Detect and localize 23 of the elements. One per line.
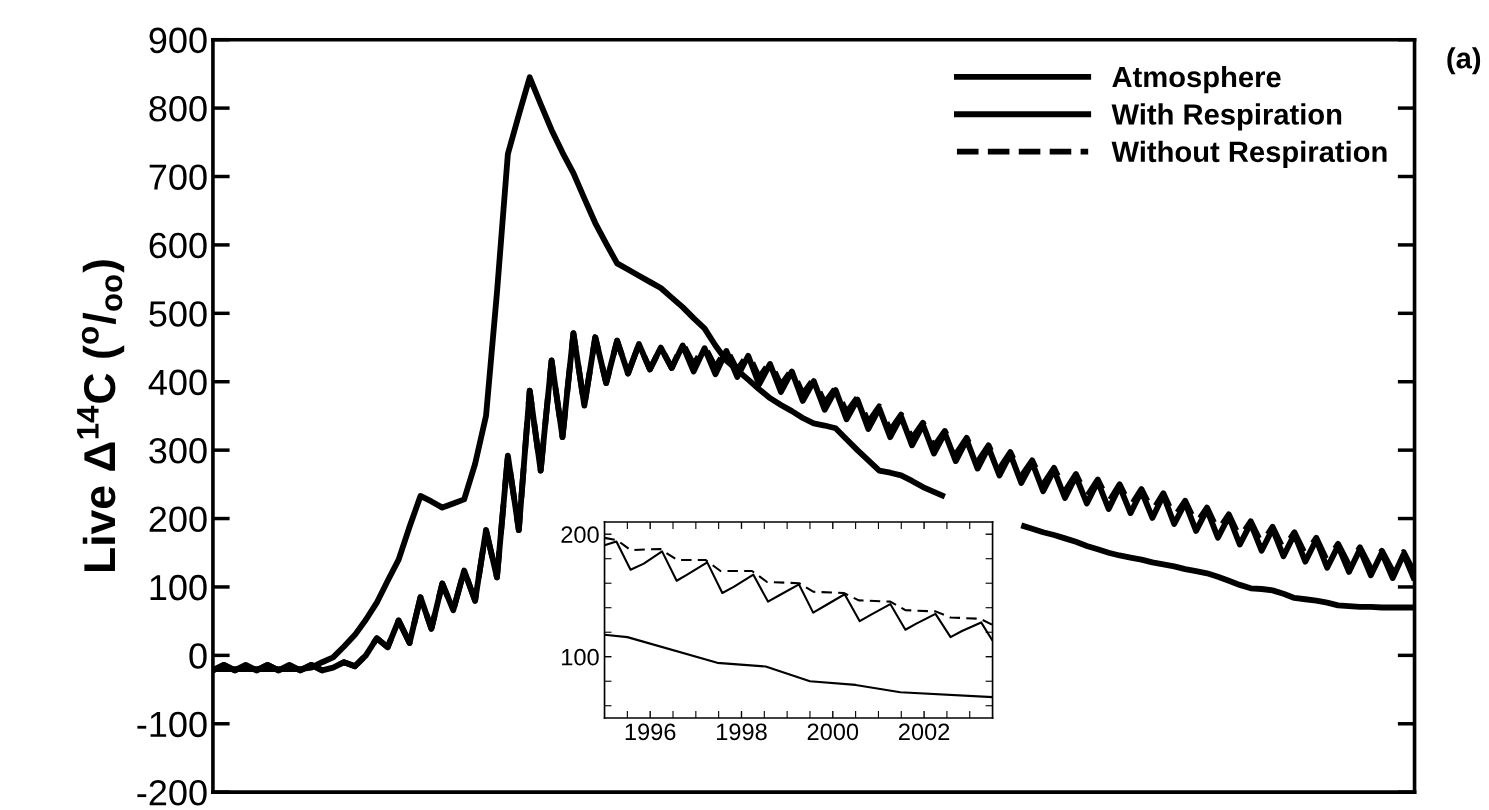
legend-label: Without Respiration [1111,140,1387,168]
legend-label: With Respiration [1111,103,1342,131]
text: (a) [1447,47,1481,75]
y-tick-label: -100 [137,711,207,738]
x-tick-label: 2000 [807,723,859,741]
x-tick-label: 2002 [899,723,950,741]
y-tick-label: 200 [561,526,599,543]
y-tick-label: 200 [149,506,207,532]
y-tick-label: 600 [149,232,207,259]
y-tick-label: 0 [189,643,207,669]
y-tick-label: -200 [137,780,207,806]
y-tick-label: 100 [562,648,599,666]
x-tick-label: 1998 [717,723,767,741]
y-tick-label: 300 [149,438,207,464]
y-tick-label: 700 [149,164,207,190]
y-tick-label: 100 [150,574,207,601]
y-tick-label: 500 [149,301,207,327]
y-tick-label: 800 [149,95,207,122]
y-tick-label: 900 [149,27,207,54]
x-tick-label: 1996 [625,723,676,741]
y-axis-title: Live Δ$^{14}$C ($^{o}$/$_{oo}$) [77,260,125,571]
legend-label: Atmosphere [1112,65,1281,94]
y-tick-label: 400 [148,369,207,396]
